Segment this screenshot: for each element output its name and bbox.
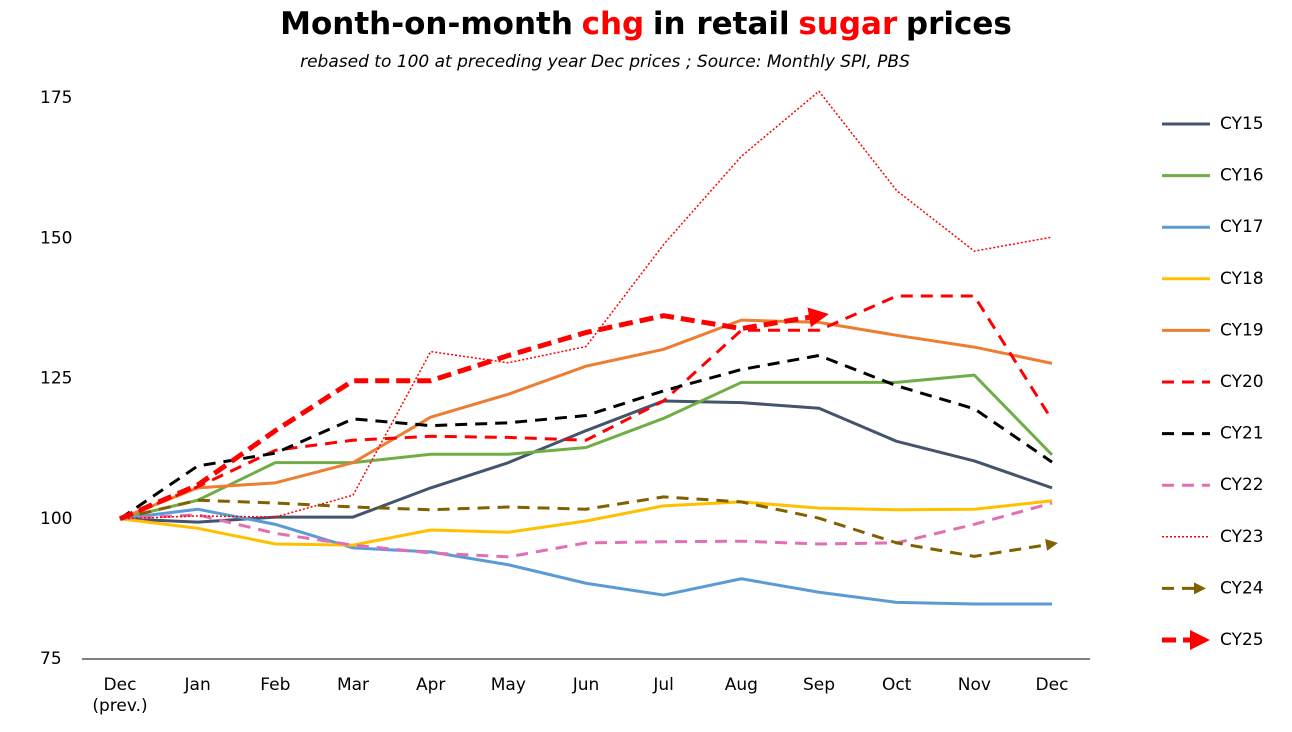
title-segment: chg <box>581 6 645 42</box>
x-tick-label: Dec <box>1035 675 1069 695</box>
series-line <box>119 373 1054 521</box>
x-tick-label: Apr <box>415 675 446 695</box>
series-line <box>119 399 1053 524</box>
series-line <box>119 499 1053 547</box>
series-line <box>119 90 1053 520</box>
series-line <box>119 294 1054 521</box>
x-tick-label: Aug <box>724 675 758 695</box>
series-line <box>119 507 1052 606</box>
chart-subtitle: rebased to 100 at preceding year Dec pri… <box>300 52 910 72</box>
chart-title: Month-on-month chg in retail sugar prices <box>0 6 1292 42</box>
legend-label: CY17 <box>1220 217 1264 237</box>
y-tick-label: 75 <box>40 649 62 669</box>
legend-label: CY16 <box>1220 166 1264 186</box>
x-tick-label: May <box>490 675 526 695</box>
x-tick-label: Feb <box>260 675 291 695</box>
series-line <box>119 495 1058 558</box>
y-tick-label: 125 <box>40 369 72 389</box>
x-tick-label: Oct <box>881 675 912 695</box>
title-segment: sugar <box>798 6 898 42</box>
legend-label: CY15 <box>1220 114 1264 134</box>
x-tick-label: Dec (prev.) <box>92 675 148 716</box>
y-tick-label: 100 <box>40 509 72 529</box>
x-tick-label: Jan <box>184 675 211 695</box>
series-line <box>119 307 829 522</box>
legend-label: CY24 <box>1220 578 1264 598</box>
y-tick-label: 175 <box>40 88 72 108</box>
legend-label: CY22 <box>1220 475 1264 495</box>
y-tick-label: 150 <box>40 228 72 248</box>
legend-label: CY19 <box>1220 320 1264 340</box>
x-tick-label: Jun <box>572 675 600 695</box>
legend-label: CY18 <box>1220 269 1264 289</box>
series-line <box>119 353 1053 520</box>
title-segment: in retail <box>652 6 790 42</box>
title-segment: prices <box>905 6 1012 42</box>
x-tick-label: Sep <box>802 675 836 695</box>
legend-label: CY20 <box>1220 372 1264 392</box>
x-tick-label: Mar <box>336 675 370 695</box>
series-line <box>119 318 1053 521</box>
legend-label: CY23 <box>1220 527 1264 547</box>
legend-label: CY21 <box>1220 424 1264 444</box>
x-tick-label: Nov <box>957 675 991 695</box>
title-segment: Month-on-month <box>280 6 573 42</box>
x-tick-label: Jul <box>653 675 674 695</box>
legend-label: CY25 <box>1220 630 1264 650</box>
